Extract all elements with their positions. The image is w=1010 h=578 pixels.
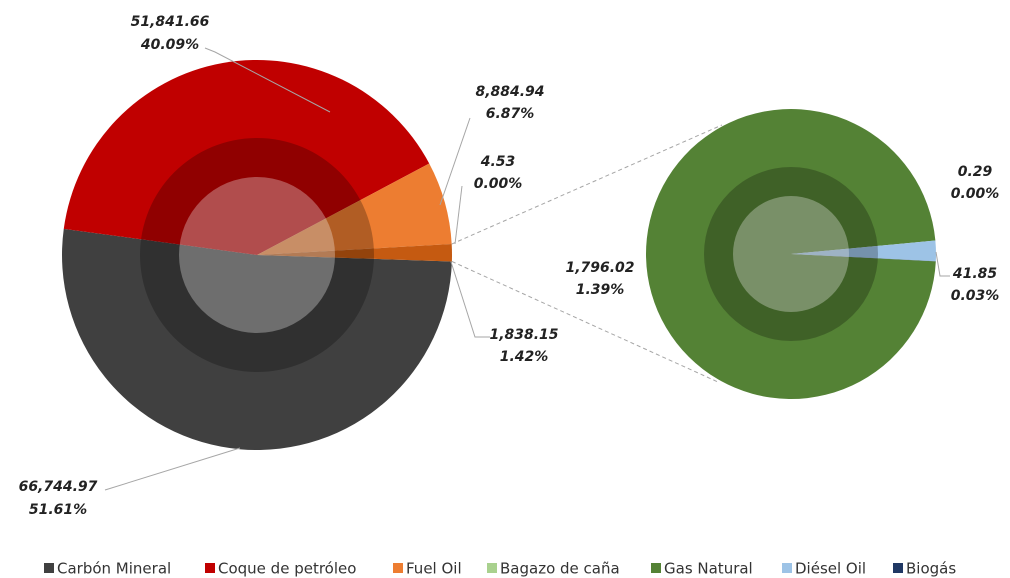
data-label-value: 0.29 xyxy=(958,164,993,180)
legend-label: Carbón Mineral xyxy=(57,560,171,578)
connector-line xyxy=(451,124,723,245)
data-label-value: 66,744.97 xyxy=(19,479,98,495)
pie-slice xyxy=(646,109,936,400)
inner-ring-shade xyxy=(704,167,878,341)
data-label-percent: 6.87% xyxy=(486,106,535,122)
pie-slice xyxy=(63,60,430,256)
data-label-percent: 0.03% xyxy=(951,288,1000,304)
legend-label: Biogás xyxy=(906,560,956,578)
data-label-percent: 0.00% xyxy=(951,186,1000,202)
legend-label: Gas Natural xyxy=(664,560,753,578)
data-label-percent: 40.09% xyxy=(140,37,199,53)
legend-swatch xyxy=(487,563,497,573)
leader-line xyxy=(204,47,331,113)
inner-center-light xyxy=(179,177,335,333)
pie-slice xyxy=(791,240,936,262)
pie-slice-other xyxy=(257,244,452,262)
data-label-value: 1,796.02 xyxy=(565,260,634,276)
leader-line xyxy=(450,261,490,338)
data-label-percent: 1.39% xyxy=(576,282,625,298)
leader-line xyxy=(104,447,241,491)
data-label-value: 1,838.15 xyxy=(489,327,558,343)
legend-label: Diésel Oil xyxy=(795,560,866,578)
legend-label: Coque de petróleo xyxy=(218,560,356,578)
data-label-percent: 1.42% xyxy=(500,349,549,365)
legend-swatch xyxy=(893,563,903,573)
leader-line xyxy=(439,117,471,206)
inner-ring-shade xyxy=(140,138,374,372)
legend-label: Fuel Oil xyxy=(406,560,462,578)
legend-swatch xyxy=(782,563,792,573)
data-label-value: 8,884.94 xyxy=(475,84,544,100)
data-label-percent: 51.61% xyxy=(29,502,87,518)
data-label-value: 41.85 xyxy=(952,266,998,282)
inner-center-light xyxy=(733,196,849,312)
legend-swatch xyxy=(205,563,215,573)
data-label-percent: 0.00% xyxy=(474,176,523,192)
pie-slice xyxy=(257,163,452,255)
legend-swatch xyxy=(44,563,54,573)
pie-slice xyxy=(257,244,452,255)
data-label-value: 51,841.66 xyxy=(131,14,210,30)
leader-line xyxy=(454,185,463,245)
pie-slice xyxy=(61,228,452,450)
leader-line xyxy=(935,251,950,277)
legend-swatch xyxy=(651,563,661,573)
pie-slice xyxy=(791,254,936,262)
legend-swatch xyxy=(393,563,403,573)
legend-label: Bagazo de caña xyxy=(500,560,620,578)
data-label-value: 4.53 xyxy=(480,154,516,170)
